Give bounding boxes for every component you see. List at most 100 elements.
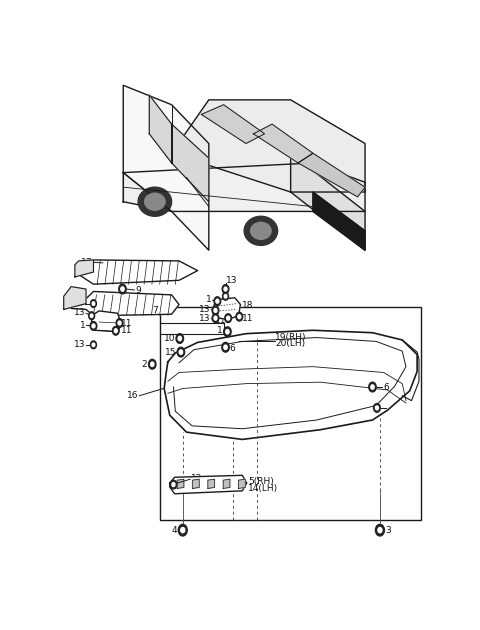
Circle shape [112, 326, 119, 335]
Circle shape [91, 341, 96, 349]
Text: 9: 9 [135, 285, 141, 294]
Circle shape [177, 347, 185, 357]
Polygon shape [170, 475, 247, 494]
Polygon shape [164, 330, 417, 440]
Polygon shape [213, 298, 240, 319]
Circle shape [90, 314, 93, 318]
Circle shape [92, 343, 95, 346]
Polygon shape [172, 100, 365, 192]
Circle shape [212, 306, 219, 315]
Text: 3: 3 [385, 525, 391, 535]
Polygon shape [202, 105, 264, 144]
Polygon shape [123, 85, 209, 250]
Circle shape [224, 327, 231, 336]
Circle shape [118, 321, 121, 325]
Circle shape [222, 343, 229, 352]
Circle shape [214, 309, 217, 312]
Ellipse shape [144, 193, 165, 210]
Circle shape [92, 324, 95, 328]
Text: 7: 7 [152, 306, 158, 316]
Text: 6: 6 [383, 382, 389, 391]
Text: 2: 2 [142, 360, 147, 369]
Circle shape [179, 350, 182, 354]
Circle shape [378, 527, 382, 533]
Circle shape [375, 406, 378, 410]
Ellipse shape [244, 216, 277, 245]
Text: 14(LH): 14(LH) [248, 484, 278, 493]
Text: 8: 8 [104, 319, 109, 328]
Circle shape [216, 299, 219, 303]
Polygon shape [92, 311, 121, 332]
Circle shape [121, 287, 124, 291]
Text: 6: 6 [229, 344, 235, 353]
Text: 13: 13 [199, 305, 211, 314]
Text: 11: 11 [121, 326, 133, 335]
Polygon shape [79, 260, 198, 284]
Circle shape [223, 292, 228, 301]
Text: 1: 1 [206, 295, 212, 304]
Text: 18: 18 [242, 301, 254, 309]
Circle shape [170, 480, 177, 489]
Polygon shape [123, 163, 365, 212]
Circle shape [225, 314, 231, 323]
Bar [160, 307, 421, 520]
Circle shape [176, 334, 183, 343]
Polygon shape [313, 192, 365, 250]
Text: 11: 11 [121, 319, 133, 328]
Polygon shape [71, 292, 179, 316]
Text: 13: 13 [73, 299, 84, 308]
Circle shape [214, 316, 217, 320]
Ellipse shape [251, 222, 271, 239]
Text: 17: 17 [81, 258, 93, 267]
Circle shape [224, 287, 227, 291]
Text: 13: 13 [199, 314, 211, 323]
Text: 19(RH): 19(RH) [275, 333, 307, 342]
Circle shape [222, 285, 229, 294]
Circle shape [119, 284, 126, 294]
Polygon shape [253, 124, 313, 163]
Circle shape [90, 321, 97, 330]
Circle shape [114, 329, 117, 333]
Text: 1: 1 [80, 321, 85, 330]
Circle shape [89, 312, 95, 319]
Ellipse shape [138, 187, 172, 216]
Text: 5(RH): 5(RH) [248, 477, 274, 486]
Text: 16: 16 [127, 391, 138, 400]
Polygon shape [208, 479, 215, 488]
Circle shape [371, 385, 374, 389]
Circle shape [375, 524, 384, 536]
Circle shape [226, 329, 229, 334]
Circle shape [369, 382, 376, 392]
Circle shape [238, 315, 241, 319]
Polygon shape [290, 153, 365, 250]
Text: 12: 12 [191, 474, 202, 483]
Polygon shape [298, 153, 365, 197]
Text: 13: 13 [74, 308, 85, 317]
Circle shape [116, 319, 123, 328]
Polygon shape [192, 479, 199, 488]
Circle shape [224, 295, 227, 298]
Text: 10: 10 [164, 334, 175, 343]
Polygon shape [75, 260, 94, 277]
Circle shape [212, 314, 219, 323]
Circle shape [178, 336, 181, 341]
Text: 11: 11 [241, 314, 253, 323]
Circle shape [172, 483, 175, 486]
Text: 1: 1 [217, 326, 223, 335]
Polygon shape [64, 287, 86, 309]
Polygon shape [223, 479, 230, 488]
Circle shape [92, 302, 95, 306]
Circle shape [178, 524, 187, 536]
Text: 20(LH): 20(LH) [275, 340, 305, 348]
Circle shape [181, 527, 185, 533]
Circle shape [236, 312, 243, 321]
Polygon shape [149, 95, 172, 163]
Polygon shape [239, 479, 245, 488]
Circle shape [91, 300, 96, 307]
Text: 13: 13 [226, 276, 237, 285]
Polygon shape [177, 479, 184, 488]
Circle shape [148, 359, 156, 369]
Text: 13: 13 [74, 340, 85, 349]
Circle shape [227, 316, 229, 320]
Circle shape [214, 297, 221, 306]
